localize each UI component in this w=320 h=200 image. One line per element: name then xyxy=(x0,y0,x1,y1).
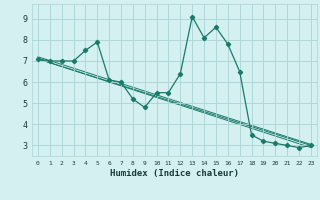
X-axis label: Humidex (Indice chaleur): Humidex (Indice chaleur) xyxy=(110,169,239,178)
